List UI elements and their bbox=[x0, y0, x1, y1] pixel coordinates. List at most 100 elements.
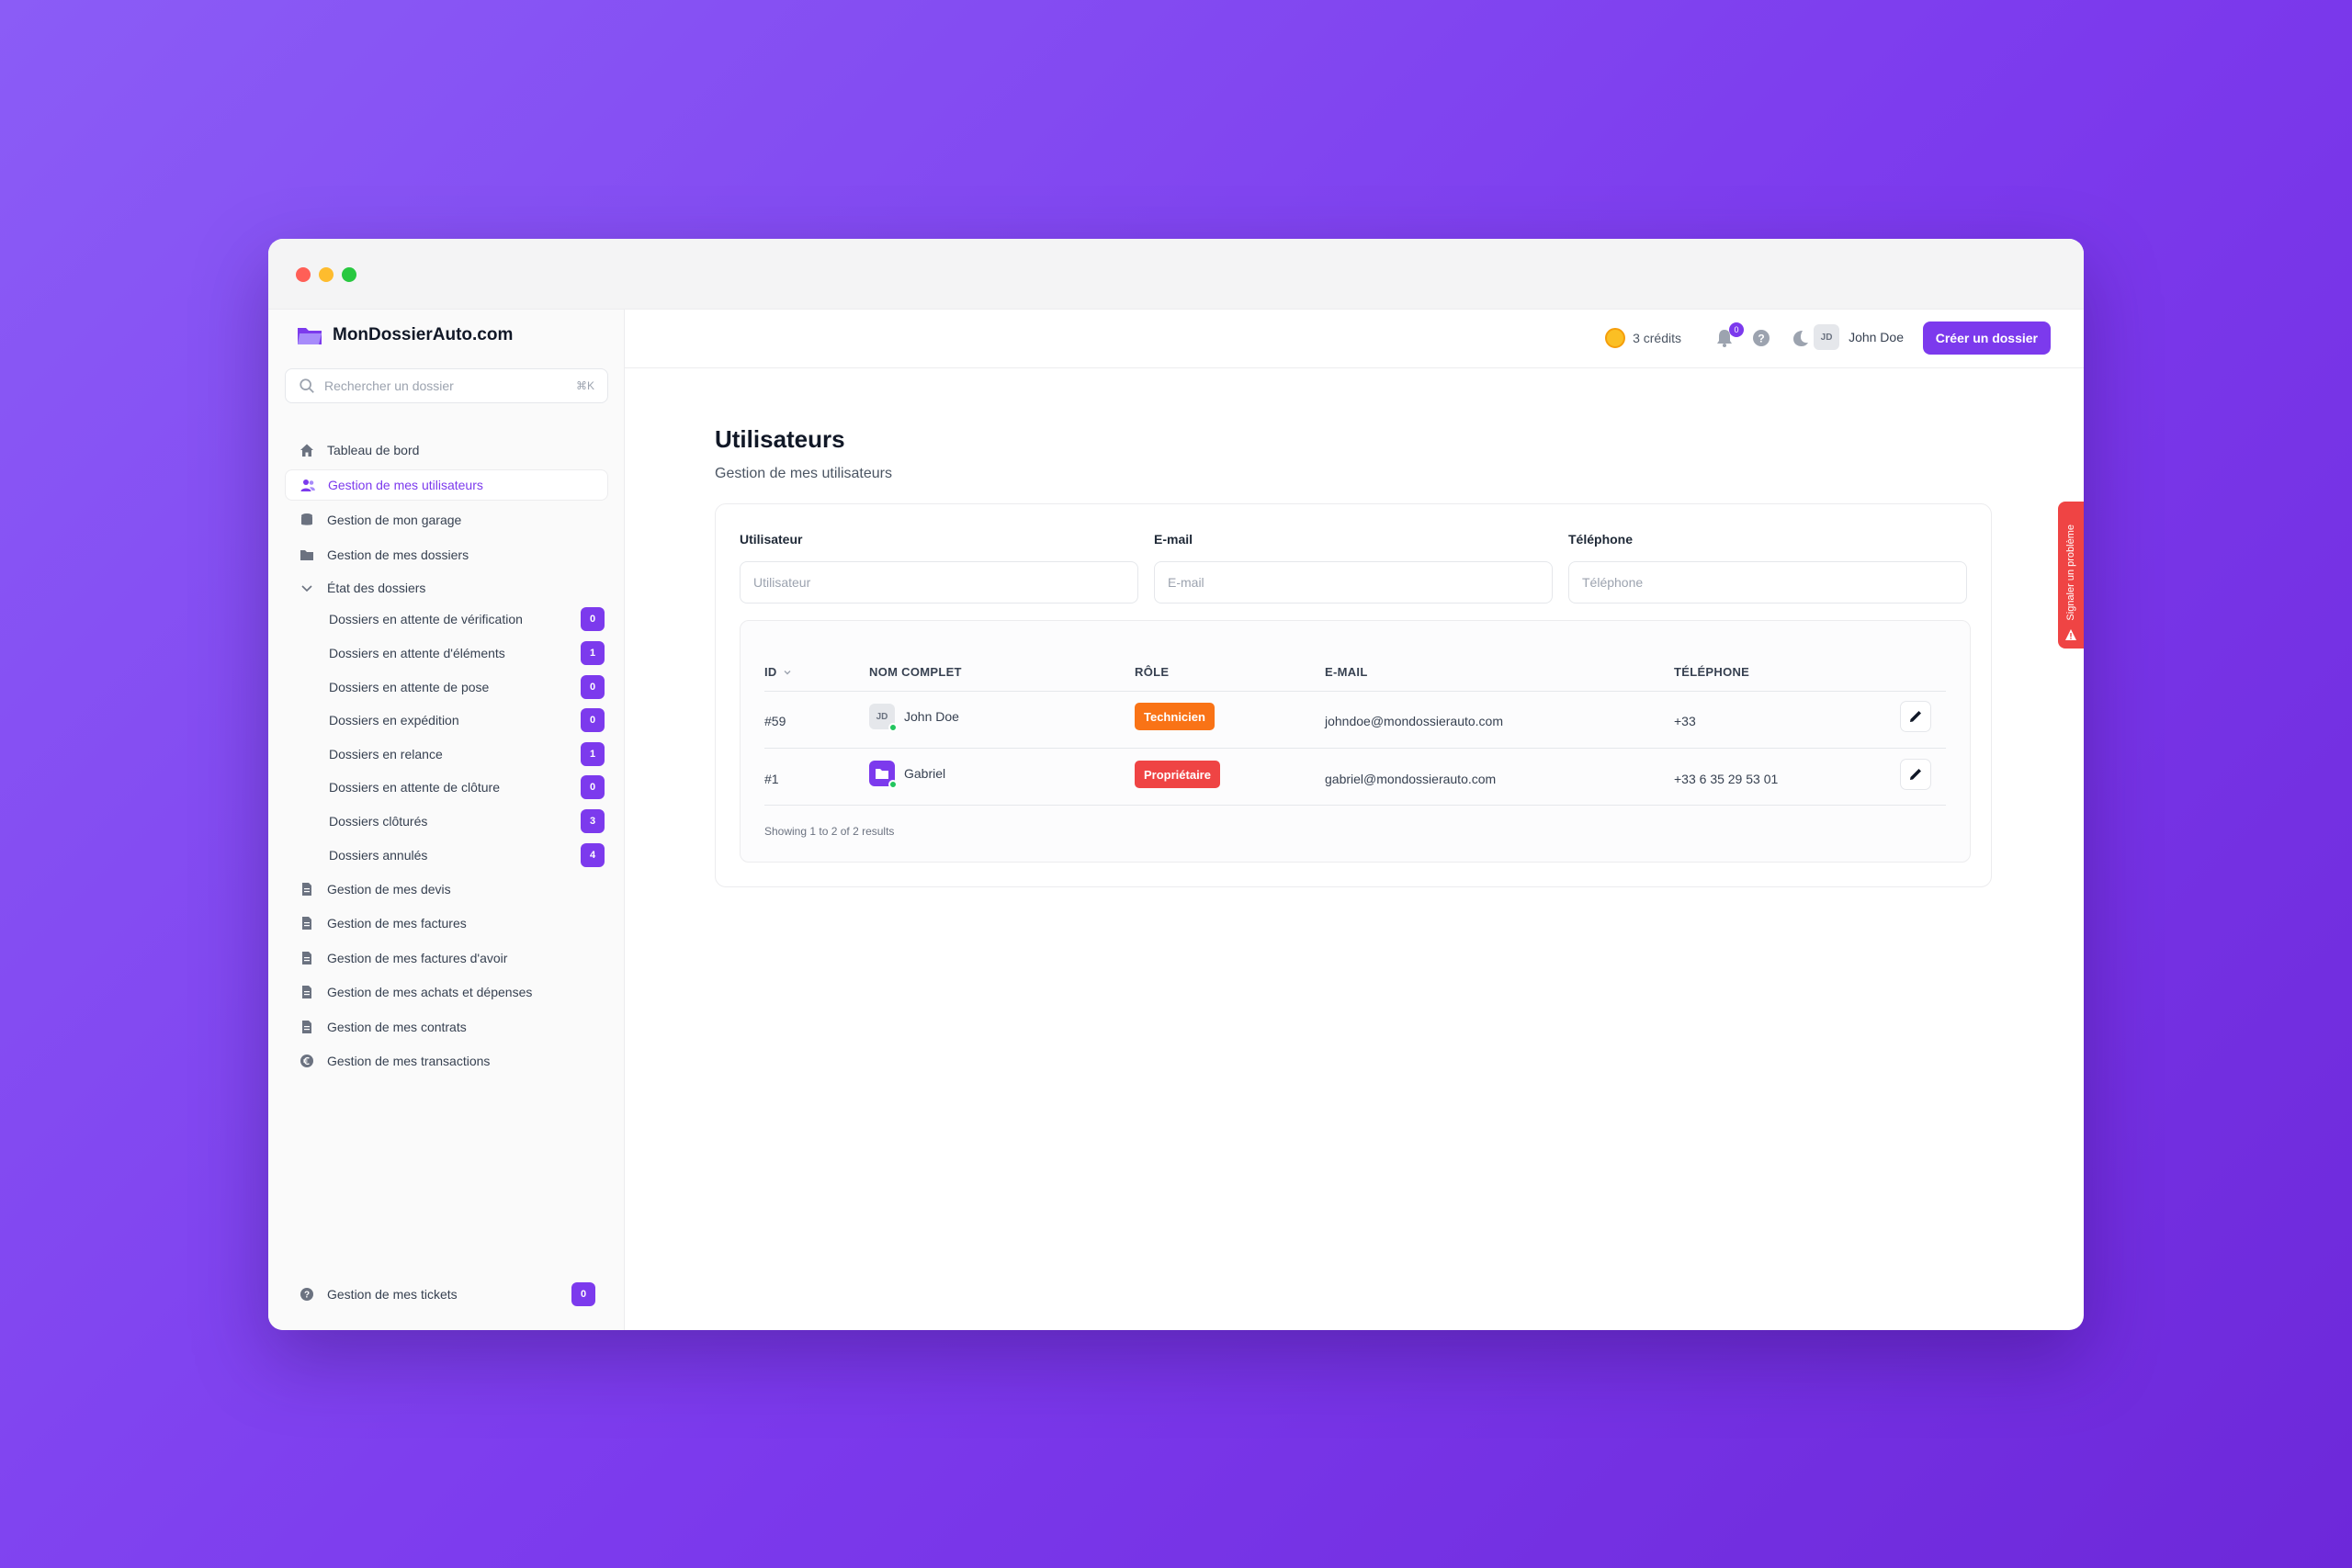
pencil-icon bbox=[1910, 711, 1921, 722]
moon-icon[interactable] bbox=[1790, 328, 1810, 348]
file-icon bbox=[302, 917, 311, 930]
sidebar-item-label: Gestion de mes utilisateurs bbox=[328, 478, 483, 492]
euro-icon bbox=[300, 1055, 313, 1067]
count-badge: 0 bbox=[581, 675, 605, 699]
sidebar-subitem-label: Dossiers en attente de vérification bbox=[329, 612, 523, 626]
help-circle-icon: ? bbox=[300, 1288, 313, 1301]
chevron-down-icon bbox=[301, 585, 312, 592]
count-badge: 0 bbox=[581, 775, 605, 799]
sidebar-subitem-clotures[interactable]: Dossiers clôturés 3 bbox=[329, 807, 605, 835]
file-icon bbox=[302, 883, 311, 896]
report-problem-tab[interactable]: Signaler un problème bbox=[2058, 502, 2084, 649]
users-icon bbox=[300, 479, 315, 491]
sidebar-subitem-label: Dossiers clôturés bbox=[329, 814, 428, 829]
sidebar-subitem-label: Dossiers en attente de clôture bbox=[329, 780, 500, 795]
create-dossier-button[interactable]: Créer un dossier bbox=[1922, 321, 2051, 355]
sidebar-subitem-attente-verification[interactable]: Dossiers en attente de vérification 0 bbox=[329, 605, 605, 633]
sidebar-item-users[interactable]: Gestion de mes utilisateurs bbox=[285, 469, 608, 501]
name-cell[interactable]: Gabriel bbox=[869, 761, 946, 789]
folder-icon bbox=[300, 550, 313, 560]
sidebar-item-etat-dossiers[interactable]: État des dossiers bbox=[285, 572, 608, 604]
row-divider bbox=[764, 748, 1946, 749]
sidebar-subitem-relance[interactable]: Dossiers en relance 1 bbox=[329, 740, 605, 768]
sidebar-item-dossiers[interactable]: Gestion de mes dossiers bbox=[285, 539, 608, 570]
avatar: JD bbox=[1814, 324, 1840, 350]
edit-user-button[interactable] bbox=[1900, 759, 1931, 790]
online-status-dot bbox=[888, 780, 898, 789]
count-badge: 1 bbox=[581, 742, 605, 766]
row-divider bbox=[764, 805, 1946, 806]
window-titlebar bbox=[268, 239, 2084, 310]
sidebar-subitem-expedition[interactable]: Dossiers en expédition 0 bbox=[329, 706, 605, 734]
avatar bbox=[869, 761, 898, 789]
alert-triangle-icon bbox=[2065, 629, 2076, 640]
page-title: Utilisateurs bbox=[715, 425, 845, 453]
header-divider bbox=[764, 691, 1946, 692]
close-window-button[interactable] bbox=[296, 267, 311, 282]
bell-icon[interactable] bbox=[1714, 328, 1735, 348]
user-full-name: Gabriel bbox=[904, 766, 946, 781]
user-full-name: John Doe bbox=[904, 709, 959, 724]
pencil-icon bbox=[1910, 769, 1921, 780]
count-badge: 3 bbox=[581, 809, 605, 833]
sidebar-item-devis[interactable]: Gestion de mes devis bbox=[285, 874, 608, 905]
file-icon bbox=[302, 1021, 311, 1033]
filter-label-utilisateur: Utilisateur bbox=[740, 532, 803, 547]
sidebar-subitem-label: Dossiers annulés bbox=[329, 848, 428, 863]
brand[interactable]: MonDossierAuto.com bbox=[296, 324, 513, 346]
input-placeholder: Téléphone bbox=[1582, 575, 1644, 590]
sidebar-item-label: Gestion de mes dossiers bbox=[327, 547, 469, 562]
maximize-window-button[interactable] bbox=[342, 267, 356, 282]
user-menu[interactable]: JD John Doe bbox=[1814, 324, 1904, 350]
help-icon[interactable]: ? bbox=[1751, 328, 1771, 348]
row-id: #59 bbox=[764, 714, 786, 728]
sidebar-subitem-attente-cloture[interactable]: Dossiers en attente de clôture 0 bbox=[329, 773, 605, 801]
name-cell[interactable]: JD John Doe bbox=[869, 704, 959, 732]
sidebar-item-label: État des dossiers bbox=[327, 581, 426, 595]
telephone-filter-input[interactable]: Téléphone bbox=[1568, 561, 1967, 604]
search-shortcut: ⌘K bbox=[575, 379, 594, 392]
online-status-dot bbox=[888, 723, 898, 732]
avatar: JD bbox=[869, 704, 898, 732]
sidebar-subitem-annules[interactable]: Dossiers annulés 4 bbox=[329, 841, 605, 869]
sidebar-item-contrats[interactable]: Gestion de mes contrats bbox=[285, 1011, 608, 1043]
pagination-summary: Showing 1 to 2 of 2 results bbox=[764, 825, 895, 838]
role-badge: Propriétaire bbox=[1135, 761, 1220, 788]
search-icon bbox=[300, 378, 314, 393]
edit-user-button[interactable] bbox=[1900, 701, 1931, 732]
utilisateur-filter-input[interactable]: Utilisateur bbox=[740, 561, 1138, 604]
email-filter-input[interactable]: E-mail bbox=[1154, 561, 1553, 604]
row-email: johndoe@mondossierauto.com bbox=[1325, 714, 1503, 728]
home-icon bbox=[300, 444, 313, 457]
sidebar-item-factures-avoir[interactable]: Gestion de mes factures d'avoir bbox=[285, 942, 608, 974]
count-badge: 0 bbox=[571, 1282, 595, 1306]
filter-label-email: E-mail bbox=[1154, 532, 1193, 547]
search-placeholder: Rechercher un dossier bbox=[324, 378, 454, 393]
sidebar-item-transactions[interactable]: Gestion de mes transactions bbox=[285, 1045, 608, 1077]
search-input[interactable]: Rechercher un dossier ⌘K bbox=[285, 368, 608, 403]
column-header-nom: NOM COMPLET bbox=[869, 665, 962, 679]
sidebar-item-tickets[interactable]: ? Gestion de mes tickets 0 bbox=[285, 1279, 608, 1310]
sidebar-item-dashboard[interactable]: Tableau de bord bbox=[285, 434, 608, 466]
avatar-initials: JD bbox=[876, 711, 888, 722]
row-phone: +33 6 35 29 53 01 bbox=[1674, 772, 1779, 786]
sidebar-item-achats-depenses[interactable]: Gestion de mes achats et dépenses bbox=[285, 976, 608, 1008]
sidebar-subitem-label: Dossiers en attente d'éléments bbox=[329, 646, 505, 660]
minimize-window-button[interactable] bbox=[319, 267, 334, 282]
row-id: #1 bbox=[764, 772, 779, 786]
column-header-role: RÔLE bbox=[1135, 665, 1170, 679]
file-icon bbox=[302, 986, 311, 998]
sidebar-item-garage[interactable]: Gestion de mon garage bbox=[285, 504, 608, 536]
sidebar-item-label: Gestion de mes devis bbox=[327, 882, 451, 897]
sidebar-subitem-attente-elements[interactable]: Dossiers en attente d'éléments 1 bbox=[329, 639, 605, 667]
count-badge: 0 bbox=[581, 708, 605, 732]
svg-text:?: ? bbox=[304, 1291, 310, 1301]
sidebar-subitem-attente-pose[interactable]: Dossiers en attente de pose 0 bbox=[329, 673, 605, 701]
column-header-label: ID bbox=[764, 665, 777, 679]
input-placeholder: E-mail bbox=[1168, 575, 1204, 590]
credits-indicator[interactable]: 3 crédits bbox=[1605, 328, 1681, 348]
coin-icon bbox=[1605, 328, 1626, 348]
column-header-id[interactable]: ID bbox=[764, 665, 792, 679]
sidebar-item-factures[interactable]: Gestion de mes factures bbox=[285, 908, 608, 939]
filter-label-telephone: Téléphone bbox=[1568, 532, 1634, 547]
